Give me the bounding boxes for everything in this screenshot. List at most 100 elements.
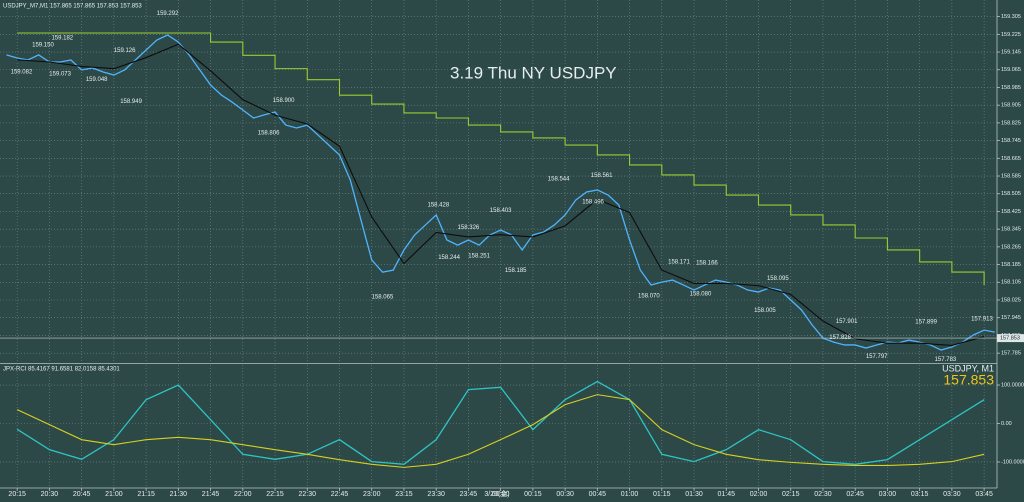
x-tick-label: 00:00	[492, 491, 510, 498]
x-tick-label: 23:45	[460, 491, 478, 498]
x-tick-label: 21:45	[202, 491, 220, 498]
price-annotation: 159.126	[114, 48, 136, 54]
y-tick-label: -100.0000	[1001, 459, 1024, 465]
y-tick-label: 159.305	[1001, 14, 1021, 20]
x-tick-label: 01:00	[621, 491, 639, 498]
x-tick-label: 22:30	[298, 491, 316, 498]
x-tick-label: 03:30	[943, 491, 961, 498]
y-tick-label: 159.065	[1001, 67, 1021, 73]
price-annotation: 159.073	[49, 72, 71, 78]
symbol-label: USDJPY, M1	[942, 363, 994, 373]
price-annotation: 158.070	[638, 294, 660, 300]
price-annotation: 158.251	[468, 254, 490, 260]
price-annotation: 158.065	[372, 295, 394, 301]
price-annotation: 158.166	[696, 260, 718, 266]
x-tick-label: 23:00	[363, 491, 381, 498]
x-tick-label: 02:00	[750, 491, 768, 498]
x-tick-label: 01:30	[685, 491, 703, 498]
x-tick-label: 20:15	[8, 491, 26, 498]
price-header: USDJPY_M7,M1 157.865 157.865 157.853 157…	[3, 4, 142, 10]
x-tick-label: 03:45	[975, 491, 993, 498]
price-annotation: 157.901	[836, 319, 858, 325]
price-annotation: 158.496	[582, 199, 604, 205]
current-price-box	[997, 334, 1024, 343]
series-line	[17, 32, 985, 285]
y-tick-label: 158.025	[1001, 297, 1021, 303]
y-tick-label: 158.265	[1001, 244, 1021, 250]
price-annotation: 159.150	[32, 43, 54, 49]
x-tick-label: 02:15	[782, 491, 800, 498]
price-annotation: 159.292	[157, 11, 179, 17]
price-annotation: 158.244	[438, 255, 460, 261]
y-tick-label: 158.185	[1001, 262, 1021, 268]
series-line	[16, 394, 985, 468]
y-tick-label: 158.825	[1001, 120, 1021, 126]
series-line	[6, 34, 995, 351]
series-line	[17, 43, 985, 346]
x-tick-label: 22:15	[266, 491, 284, 498]
x-tick-label: 00:45	[589, 491, 607, 498]
y-tick-label: 158.585	[1001, 173, 1021, 179]
x-tick-label: 23:15	[395, 491, 413, 498]
price-annotation: 158.428	[427, 202, 449, 208]
price-annotation: 158.403	[490, 208, 512, 214]
price-annotation: 158.005	[754, 308, 776, 314]
price-annotation: 157.828	[829, 335, 851, 341]
x-tick-label: 02:45	[846, 491, 864, 498]
y-tick-label: 159.225	[1001, 32, 1021, 38]
price-annotation: 158.544	[548, 177, 570, 183]
y-tick-label: 158.745	[1001, 138, 1021, 144]
price-annotation: 158.561	[591, 173, 613, 179]
y-tick-label: 158.505	[1001, 191, 1021, 197]
x-tick-label: 01:15	[653, 491, 671, 498]
last-price: 157.853	[943, 372, 994, 388]
price-annotation: 158.095	[767, 276, 789, 282]
y-tick-label: 159.145	[1001, 49, 1021, 55]
x-tick-label: 00:15	[524, 491, 542, 498]
price-annotation: 158.326	[458, 225, 480, 231]
oscillator-header: JPX-RCI 85.4167 91.6581 82.0158 85.4301	[3, 367, 120, 373]
price-annotation: 159.182	[51, 35, 73, 41]
price-annotation: 159.082	[11, 70, 33, 76]
price-annotation: 157.913	[971, 316, 993, 322]
x-tick-label: 22:00	[234, 491, 252, 498]
x-tick-label: 21:15	[137, 491, 155, 498]
price-annotation: 158.900	[273, 98, 295, 104]
series-line	[16, 380, 985, 465]
price-annotation: 158.806	[258, 131, 280, 137]
y-tick-label: 0.00	[1001, 421, 1012, 427]
x-tick-label: 01:45	[717, 491, 735, 498]
price-annotation: 157.783	[935, 357, 957, 363]
x-tick-label: 20:45	[73, 491, 91, 498]
price-annotation: 158.080	[690, 291, 712, 297]
x-tick-label: 03:00	[879, 491, 897, 498]
price-annotation: 159.048	[86, 77, 108, 83]
y-tick-label: 158.425	[1001, 209, 1021, 215]
x-tick-label: 23:30	[427, 491, 445, 498]
chart-title: 3.19 Thu NY USDJPY	[450, 63, 617, 82]
y-tick-label: 158.345	[1001, 227, 1021, 233]
x-tick-label: 21:00	[105, 491, 123, 498]
y-tick-label: 100.0000	[1001, 382, 1024, 388]
current-price-label: 157.853	[1000, 336, 1020, 342]
x-tick-label: 00:30	[556, 491, 574, 498]
price-annotation: 157.797	[866, 354, 888, 360]
x-tick-label: 22:45	[331, 491, 349, 498]
price-annotation: 158.185	[505, 268, 527, 274]
price-annotation: 158.171	[668, 259, 690, 265]
x-tick-label: 21:30	[170, 491, 188, 498]
date-label: 3/20(金)	[484, 489, 509, 498]
price-annotation: 157.899	[915, 319, 937, 325]
y-tick-label: 158.665	[1001, 156, 1021, 162]
x-tick-label: 20:30	[41, 491, 59, 498]
price-annotation: 158.949	[120, 99, 142, 105]
y-tick-label: 158.105	[1001, 280, 1021, 286]
x-tick-label: 03:15	[911, 491, 929, 498]
y-tick-label: 157.785	[1001, 351, 1021, 357]
y-tick-label: 157.945	[1001, 315, 1021, 321]
x-tick-label: 02:30	[814, 491, 832, 498]
y-tick-label: 158.905	[1001, 103, 1021, 109]
